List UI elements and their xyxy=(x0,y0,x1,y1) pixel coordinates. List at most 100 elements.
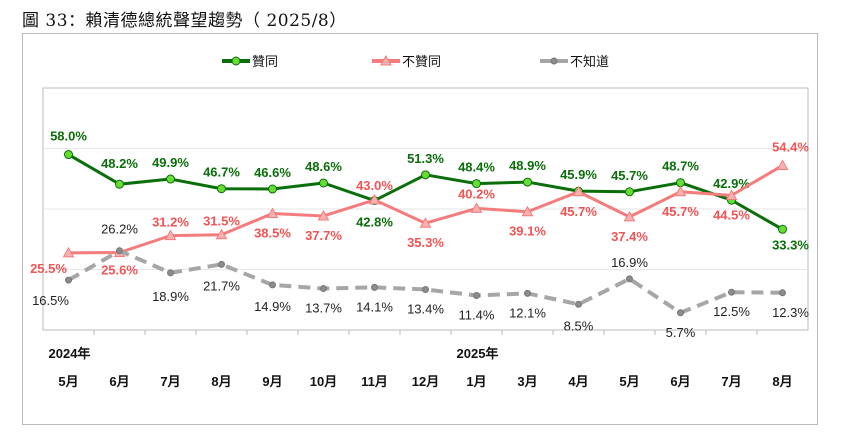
data-label: 48.9% xyxy=(509,158,546,173)
legend-marker xyxy=(380,54,392,66)
data-point xyxy=(575,300,582,308)
data-label: 45.7% xyxy=(560,204,597,219)
data-point xyxy=(778,224,787,234)
data-label: 31.5% xyxy=(203,214,240,229)
data-point xyxy=(320,285,327,293)
x-tick-label: 8月 xyxy=(211,374,231,389)
data-point xyxy=(64,150,73,160)
data-label: 14.1% xyxy=(356,299,393,314)
data-label: 12.5% xyxy=(713,304,750,319)
data-point xyxy=(166,174,175,184)
data-point xyxy=(422,285,429,293)
data-point xyxy=(215,228,228,240)
data-label: 49.9% xyxy=(152,155,189,170)
data-label: 5.7% xyxy=(666,325,696,340)
data-point xyxy=(269,281,276,289)
data-label: 31.2% xyxy=(152,215,189,230)
data-point xyxy=(116,247,123,255)
data-label: 43.0% xyxy=(356,178,393,193)
x-tick-label: 1月 xyxy=(466,374,486,389)
figure-title: 圖 33：賴清德總統聲望趨勢（ 2025/8） xyxy=(22,11,347,31)
x-tick-label: 10月 xyxy=(310,374,337,389)
data-label: 37.4% xyxy=(611,229,648,244)
x-tick-label: 3月 xyxy=(517,374,537,389)
data-point xyxy=(319,178,328,188)
data-point xyxy=(419,217,432,228)
data-point xyxy=(776,159,789,170)
data-label: 21.7% xyxy=(203,278,240,293)
legend-label-1: 不贊同 xyxy=(402,55,441,70)
data-label: 12.1% xyxy=(509,305,546,320)
data-point xyxy=(217,184,226,194)
data-point xyxy=(266,207,279,219)
legend-marker xyxy=(550,57,558,65)
data-label: 58.0% xyxy=(50,129,87,144)
data-label: 35.3% xyxy=(407,235,444,250)
x-tick-label: 5月 xyxy=(58,374,78,389)
data-label: 38.5% xyxy=(254,226,291,241)
data-label: 13.4% xyxy=(407,301,444,316)
data-point xyxy=(521,205,534,217)
data-point xyxy=(167,269,174,277)
x-tick-label: 6月 xyxy=(109,374,129,389)
data-label: 54.4% xyxy=(772,139,809,154)
data-point xyxy=(779,289,786,297)
data-label: 40.2% xyxy=(458,186,495,201)
data-point xyxy=(317,209,330,221)
data-point xyxy=(626,275,633,283)
legend-marker xyxy=(231,56,241,66)
data-point xyxy=(728,288,735,296)
x-tick-label: 8月 xyxy=(772,374,792,389)
data-point xyxy=(164,229,177,241)
x-tick-label: 7月 xyxy=(160,374,180,389)
data-label: 45.7% xyxy=(611,168,648,183)
data-label: 42.9% xyxy=(713,176,750,191)
data-point xyxy=(677,309,684,317)
data-point xyxy=(268,184,277,194)
x-tick-label: 9月 xyxy=(262,374,282,389)
data-label: 8.5% xyxy=(564,318,594,333)
data-point xyxy=(472,179,481,189)
data-label: 33.3% xyxy=(772,237,809,252)
data-point xyxy=(115,179,124,189)
data-label: 16.9% xyxy=(611,255,648,270)
data-point xyxy=(473,292,480,300)
data-label: 48.2% xyxy=(101,156,138,171)
data-label: 48.7% xyxy=(662,159,699,174)
data-point xyxy=(65,276,72,284)
data-point xyxy=(62,246,75,258)
data-point xyxy=(218,260,225,268)
data-label: 45.9% xyxy=(560,167,597,182)
data-point xyxy=(676,178,685,188)
data-label: 12.3% xyxy=(772,305,809,320)
data-label: 37.7% xyxy=(305,228,342,243)
data-label: 14.9% xyxy=(254,299,291,314)
x-tick-label: 11月 xyxy=(361,374,388,389)
year-label: 2024年 xyxy=(49,346,91,361)
data-label: 25.5% xyxy=(30,261,67,276)
data-label: 46.6% xyxy=(254,165,291,180)
data-point xyxy=(524,289,531,297)
data-label: 42.8% xyxy=(356,215,393,230)
data-point xyxy=(421,170,430,180)
legend-label-2: 不知道 xyxy=(570,54,609,70)
data-point xyxy=(572,185,585,197)
x-tick-label: 6月 xyxy=(670,374,690,389)
data-label: 45.7% xyxy=(662,204,699,219)
data-point xyxy=(523,177,532,187)
data-label: 46.7% xyxy=(203,165,240,180)
data-label: 25.6% xyxy=(101,263,138,278)
data-point xyxy=(725,189,738,200)
data-point xyxy=(623,210,636,222)
data-point xyxy=(470,202,483,213)
year-label: 2025年 xyxy=(457,346,499,361)
data-point xyxy=(625,187,634,197)
data-label: 16.5% xyxy=(32,293,69,308)
data-label: 26.2% xyxy=(101,222,138,237)
data-point xyxy=(674,185,687,197)
legend-label-0: 贊同 xyxy=(252,55,278,70)
data-label: 44.5% xyxy=(713,207,750,222)
x-tick-label: 4月 xyxy=(568,374,588,389)
data-label: 48.4% xyxy=(458,160,495,175)
